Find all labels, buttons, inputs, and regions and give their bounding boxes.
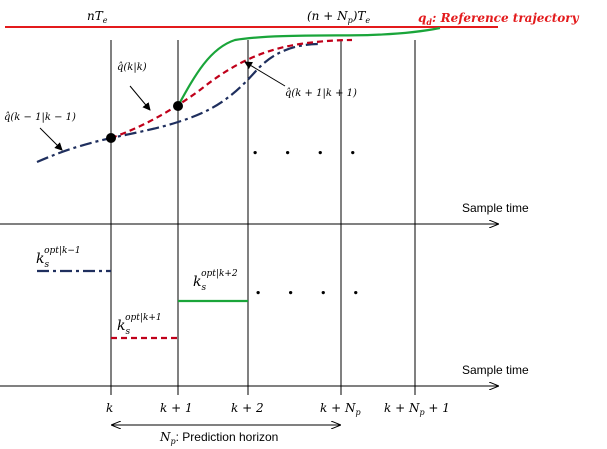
tick-k-plus-np: k + Np bbox=[320, 401, 361, 417]
upper-axis-label: Sample time bbox=[462, 201, 529, 215]
current-prediction-curve bbox=[110, 38, 353, 140]
lower-axis-label: Sample time bbox=[462, 363, 529, 377]
annotation-q-k-k-arrow bbox=[129, 85, 151, 111]
annotation-q-k-k: q̂(k|k) bbox=[117, 62, 147, 73]
dots-upper: . . . . bbox=[252, 138, 366, 159]
point-k bbox=[106, 133, 116, 143]
tick-k-plus-1: k + 1 bbox=[160, 401, 193, 415]
dots-lower: . . . . bbox=[255, 278, 369, 299]
annotation-q-kp1-kp1: q̂(k + 1|k + 1) bbox=[285, 88, 357, 99]
top-label-n-np-te: (n + Np)Te bbox=[307, 9, 370, 25]
gain-k-plus-1-label: ksopt|k+1 bbox=[117, 313, 162, 337]
prediction-horizon-label: Np: Prediction horizon bbox=[159, 430, 278, 446]
tick-k-plus-np-plus-1: k + Np + 1 bbox=[384, 401, 450, 417]
annotation-q-kp1-arrow bbox=[244, 61, 286, 87]
tick-k: k bbox=[106, 401, 113, 415]
tick-k-plus-2: k + 2 bbox=[231, 401, 264, 415]
gain-k-minus-1-label: ksopt|k−1 bbox=[36, 246, 81, 270]
annotation-q-km1-km1: q̂(k − 1|k − 1) bbox=[4, 112, 76, 123]
annotation-q-km1-arrow bbox=[39, 127, 63, 151]
gain-k-plus-2-label: ksopt|k+2 bbox=[193, 269, 238, 293]
next-prediction-curve bbox=[177, 26, 441, 107]
reference-trajectory-label: qd: Reference trajectory bbox=[418, 11, 580, 27]
top-label-nte: nTe bbox=[87, 9, 108, 25]
point-k1 bbox=[173, 101, 183, 111]
past-prediction-curve bbox=[36, 42, 321, 164]
